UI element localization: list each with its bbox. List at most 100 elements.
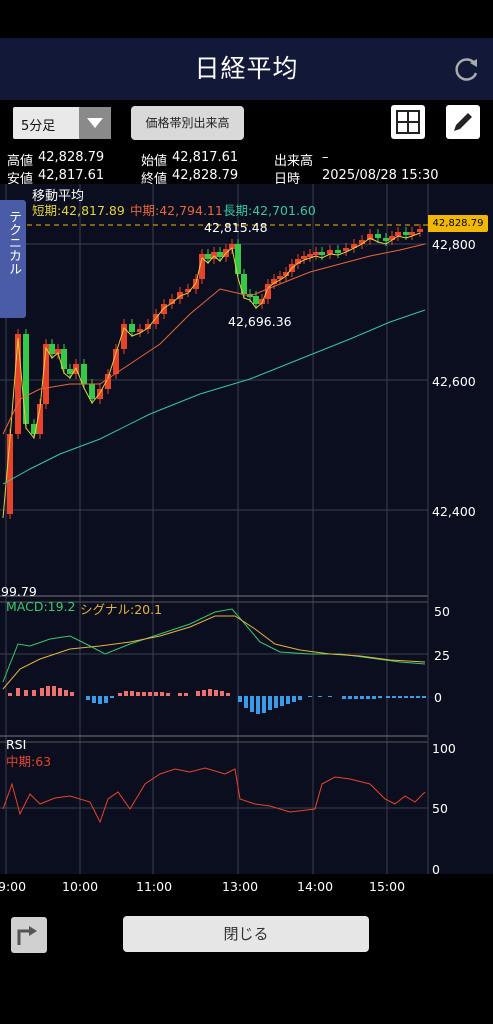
- candle-body: [409, 232, 415, 235]
- macd-histogram-bar: [154, 692, 158, 696]
- rsi-axis-label: 0: [432, 862, 440, 877]
- macd-histogram-bar: [130, 691, 134, 696]
- candle-body: [301, 256, 307, 259]
- candle-body: [129, 324, 135, 332]
- macd-histogram-bar: [110, 696, 114, 698]
- page-title: 日経平均: [0, 38, 493, 100]
- close-value: 42,828.79: [172, 168, 238, 183]
- candle-body: [253, 296, 259, 304]
- macd-histogram-bar: [70, 692, 74, 696]
- macd-histogram-bar: [178, 693, 182, 696]
- macd-histogram-bar: [226, 693, 230, 696]
- high-value: 42,828.79: [38, 150, 104, 165]
- macd-histogram-bar: [386, 696, 390, 698]
- mid-ma-line: [3, 244, 425, 434]
- macd-histogram-bar: [392, 696, 396, 698]
- price-axis-label: 42,800: [432, 237, 476, 252]
- rsi-line: [3, 768, 425, 822]
- time-axis-label: 10:00: [62, 879, 98, 894]
- candle-body: [81, 364, 87, 384]
- macd-histogram-bar: [410, 696, 414, 698]
- macd-histogram-bar: [208, 689, 212, 696]
- macd-histogram-bar: [256, 696, 260, 714]
- signal-label: シグナル:20.1: [80, 599, 162, 618]
- candle-body: [375, 234, 381, 238]
- macd-histogram-bar: [372, 696, 376, 699]
- macd-histogram-bar: [292, 696, 296, 702]
- technical-tab-label: テクニカル: [4, 210, 23, 275]
- macd-histogram-bar: [136, 692, 140, 696]
- ma-short-label: 短期:42,817.89: [32, 200, 125, 219]
- macd-histogram-bar: [422, 696, 426, 698]
- candle-body: [383, 238, 389, 241]
- macd-histogram-bar: [280, 696, 284, 706]
- candle-body: [307, 254, 313, 257]
- candle-body: [193, 279, 199, 289]
- macd-histogram-bar: [342, 696, 346, 699]
- candle-body: [327, 250, 333, 254]
- open-label: 始値: [141, 150, 167, 169]
- rsi-axis-label: 50: [432, 801, 448, 816]
- macd-histogram-bar: [118, 693, 122, 696]
- macd-histogram-bar: [166, 693, 170, 696]
- macd-histogram-bar: [318, 696, 322, 697]
- time-axis-label: 9:00: [0, 879, 26, 894]
- ohlc-info: 高値 42,828.79 始値 42,817.61 出来高 – 安値 42,81…: [0, 148, 493, 184]
- macd-histogram-bar: [24, 690, 28, 696]
- time-axis-label: 14:00: [297, 879, 333, 894]
- close-button[interactable]: 閉じる: [123, 916, 369, 952]
- macd-histogram-bar: [40, 688, 44, 696]
- rsi-title: RSI: [6, 737, 26, 752]
- candle-body: [395, 232, 401, 236]
- short-ma-line: [3, 233, 420, 518]
- macd-histogram-bar: [64, 690, 68, 696]
- macd-histogram-bar: [160, 692, 164, 696]
- refresh-icon[interactable]: [453, 55, 481, 83]
- rsi-axis-label: 100: [432, 741, 456, 756]
- pencil-draw-icon[interactable]: [446, 105, 480, 139]
- chart-toolbar: 5分足 価格帯別出来高: [0, 100, 493, 148]
- candle-body: [319, 252, 325, 255]
- candle-body: [205, 254, 211, 259]
- macd-histogram-bar: [404, 696, 408, 698]
- macd-histogram-bar: [298, 696, 302, 700]
- open-value: 42,817.61: [172, 150, 238, 165]
- grid-layout-icon[interactable]: [391, 105, 425, 139]
- macd-histogram-bar: [416, 696, 420, 698]
- last-price-tag: 42,828.79: [428, 215, 488, 232]
- macd-axis-label: 50: [434, 604, 450, 619]
- ma-mid-label: 中期:42,794.11: [130, 200, 223, 219]
- candle-body: [23, 334, 29, 424]
- long-ma-line: [3, 310, 425, 484]
- volume-profile-button[interactable]: 価格帯別出来高: [131, 106, 244, 140]
- macd-axis-label: 25: [434, 648, 450, 663]
- interval-select[interactable]: 5分足: [13, 107, 111, 139]
- macd-histogram-bar: [142, 692, 146, 696]
- macd-label: MACD:19.2: [6, 599, 76, 614]
- macd-histogram-bar: [148, 692, 152, 696]
- macd-line: [3, 609, 425, 682]
- macd-histogram-bar: [58, 688, 62, 696]
- price-axis-label: 42,400: [432, 504, 476, 519]
- macd-histogram-bar: [220, 691, 224, 696]
- macd-histogram-bar: [244, 696, 248, 708]
- macd-histogram-bar: [262, 696, 266, 713]
- technical-tab[interactable]: テクニカル: [0, 200, 26, 318]
- datetime-value: 2025/08/28 15:30: [322, 168, 439, 183]
- macd-histogram-bar: [46, 686, 50, 696]
- chart-area[interactable]: [0, 184, 493, 874]
- candle-body: [7, 434, 13, 514]
- price-axis-label: 42,600: [432, 374, 476, 389]
- macd-histogram-bar: [184, 693, 188, 696]
- macd-histogram-bar: [104, 696, 108, 703]
- macd-histogram-bar: [52, 686, 56, 696]
- rotate-screen-icon[interactable]: [11, 917, 47, 953]
- candle-body: [49, 344, 55, 354]
- macd-histogram-bar: [366, 696, 370, 699]
- candle-body: [15, 334, 21, 434]
- macd-histogram-bar: [250, 696, 254, 712]
- macd-histogram-bar: [214, 690, 218, 696]
- macd-histogram-bar: [354, 696, 358, 699]
- macd-histogram-bar: [238, 696, 242, 702]
- ma-long-label: 長期:42,701.60: [223, 200, 316, 219]
